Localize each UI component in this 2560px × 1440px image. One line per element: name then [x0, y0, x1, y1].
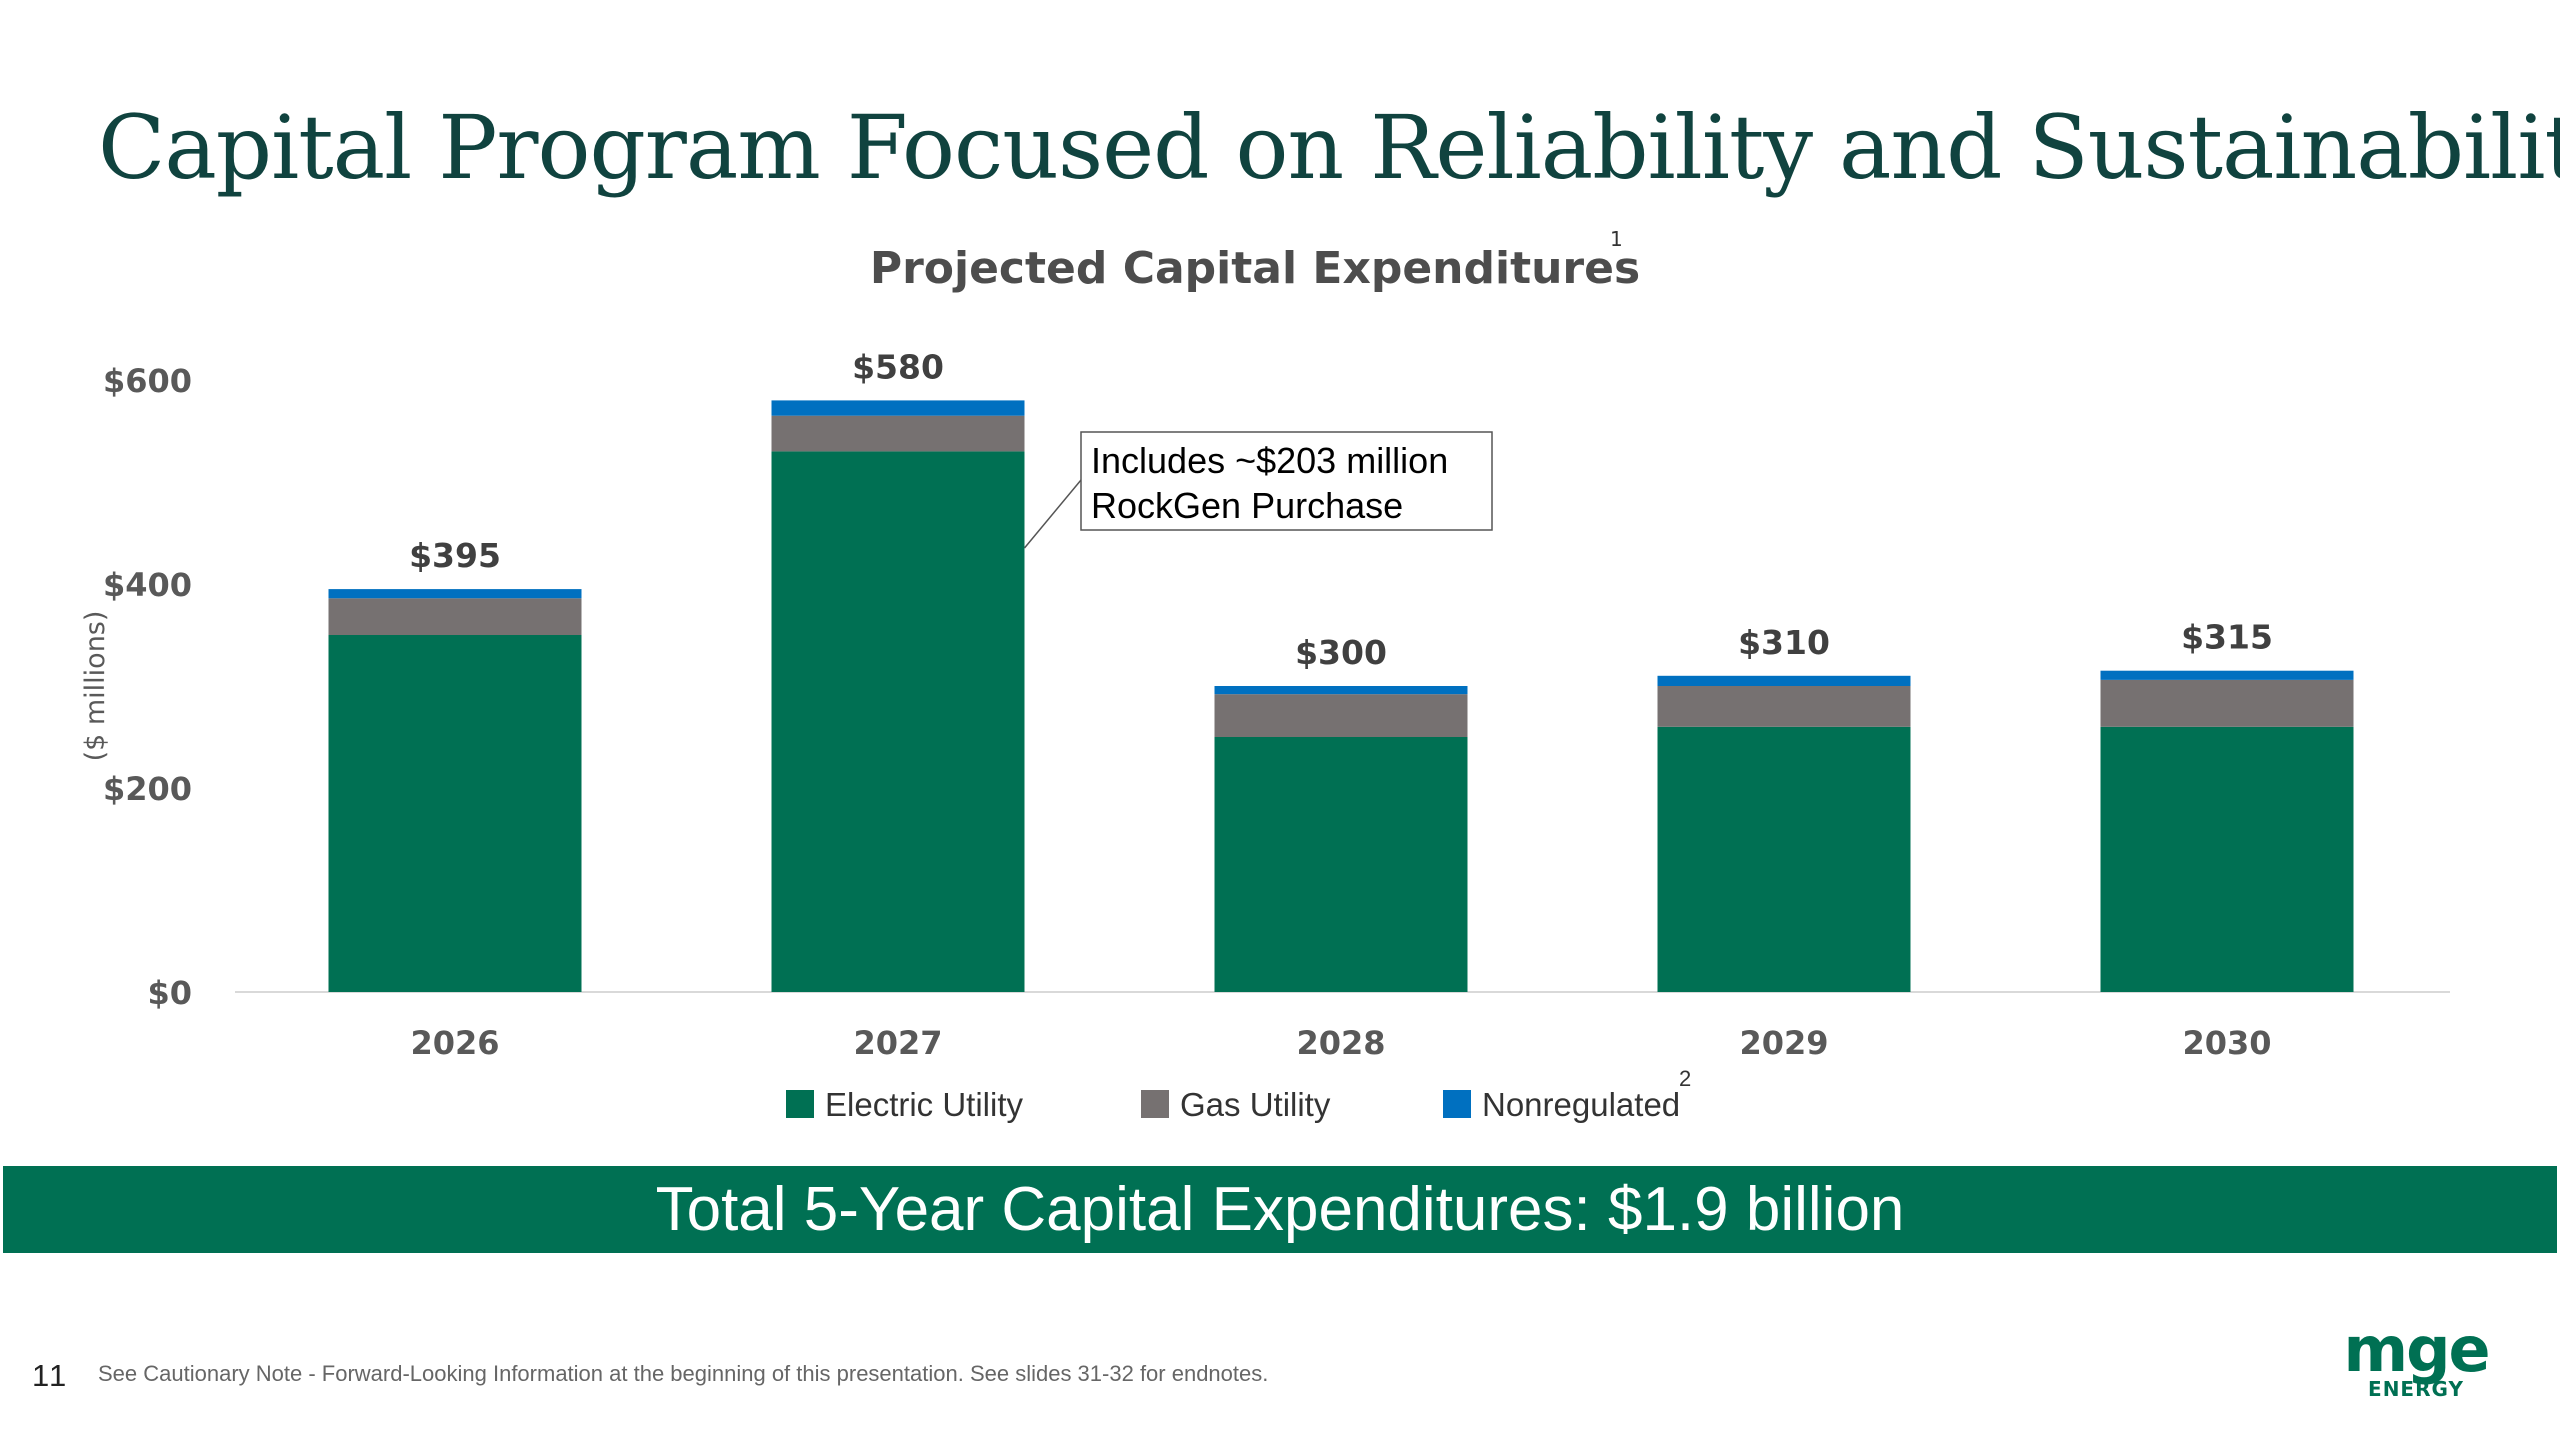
- legend-label: Nonregulated: [1482, 1086, 1680, 1123]
- bar-2026-gas-utility: [328, 598, 582, 635]
- annotation-leader-line: [1023, 479, 1082, 549]
- total-capex-banner: Total 5-Year Capital Expenditures: $1.9 …: [3, 1166, 2557, 1253]
- legend-label: Gas Utility: [1180, 1086, 1331, 1123]
- annotation-line-2: RockGen Purchase: [1091, 485, 1403, 526]
- bar-2030-nonregulated: [2100, 670, 2354, 680]
- total-label: $395: [409, 536, 501, 575]
- x-tick-label: 2027: [853, 1024, 942, 1062]
- y-tick-label: $200: [103, 770, 192, 808]
- total-label: $580: [852, 347, 944, 386]
- legend-superscript: 2: [1679, 1066, 1691, 1091]
- chart-title-superscript: 1: [1610, 227, 1623, 251]
- x-tick-label: 2030: [2182, 1024, 2271, 1062]
- slide-title: Capital Program Focused on Reliability a…: [98, 96, 2560, 199]
- y-tick-label: $400: [103, 566, 192, 604]
- y-axis-label: ($ millions): [80, 611, 111, 762]
- total-label: $310: [1738, 623, 1830, 662]
- bar-2028-gas-utility: [1214, 694, 1468, 737]
- rockgen-annotation: Includes ~$203 million RockGen Purchase: [1023, 431, 1493, 549]
- banner-text: Total 5-Year Capital Expenditures: $1.9 …: [655, 1175, 1905, 1244]
- bar-2029-nonregulated: [1657, 675, 1911, 686]
- capex-chart: Projected Capital Expenditures 1 ($ mill…: [80, 227, 2450, 1123]
- legend-swatch-gas-utility: [1141, 1090, 1169, 1118]
- bar-2030-gas-utility: [2100, 679, 2354, 727]
- legend-swatch-nonregulated: [1443, 1090, 1471, 1118]
- x-tick-label: 2028: [1296, 1024, 1385, 1062]
- bar-2030-electric-utility: [2100, 726, 2354, 992]
- legend-swatch-electric-utility: [786, 1090, 814, 1118]
- bar-2029-electric-utility: [1657, 726, 1911, 992]
- total-label: $315: [2181, 618, 2273, 657]
- bar-2027-gas-utility: [771, 415, 1025, 452]
- bar-2026-nonregulated: [328, 589, 582, 599]
- total-labels: $395 $580 $300 $310 $315: [409, 347, 2273, 672]
- bar-2028-nonregulated: [1214, 686, 1468, 695]
- bar-2026-electric-utility: [328, 635, 582, 992]
- bar-2027-nonregulated: [771, 400, 1025, 416]
- bar-group: [328, 400, 2354, 992]
- logo-mark: mge: [2343, 1313, 2490, 1386]
- y-tick-label: $0: [147, 974, 192, 1012]
- annotation-line-1: Includes ~$203 million: [1091, 440, 1448, 481]
- footnote: See Cautionary Note - Forward-Looking In…: [98, 1361, 1269, 1386]
- y-tick-label: $600: [103, 362, 192, 400]
- bar-2028-electric-utility: [1214, 737, 1468, 992]
- mge-energy-logo: mge ENERGY: [2336, 1313, 2496, 1401]
- bar-2029-gas-utility: [1657, 686, 1911, 727]
- legend-label: Electric Utility: [825, 1086, 1024, 1123]
- page-number: 11: [32, 1358, 69, 1393]
- chart-title: Projected Capital Expenditures: [870, 243, 1640, 294]
- x-axis-ticks: 2026 2027 2028 2029 2030: [410, 1024, 2271, 1062]
- bar-2027-electric-utility: [771, 451, 1025, 992]
- logo-wordmark: ENERGY: [2368, 1377, 2464, 1401]
- y-axis-ticks: $0 $200 $400 $600: [103, 362, 192, 1012]
- x-tick-label: 2026: [410, 1024, 499, 1062]
- annotation-box: [1080, 431, 1493, 531]
- total-label: $300: [1295, 633, 1387, 672]
- x-tick-label: 2029: [1739, 1024, 1828, 1062]
